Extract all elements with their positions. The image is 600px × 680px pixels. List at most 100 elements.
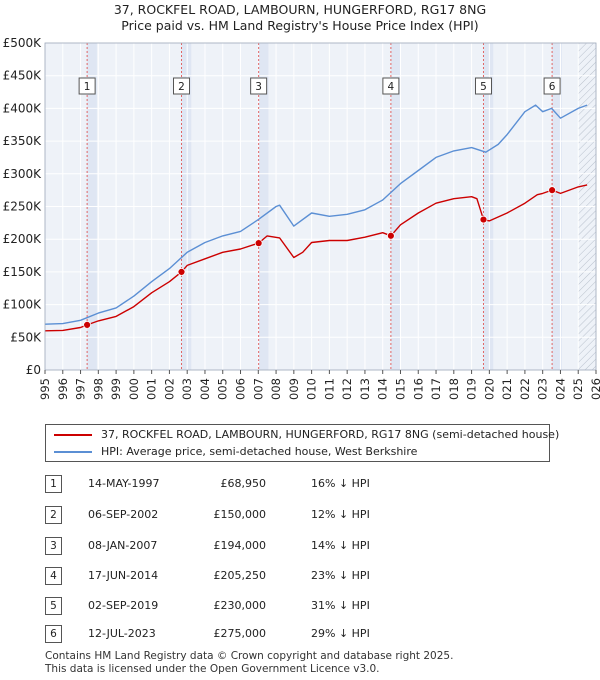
sale-price: £194,000 [213, 539, 267, 552]
sale-date: 17-JUN-2014 [88, 569, 159, 582]
x-tick-label: 2012 [340, 378, 354, 400]
x-tick-label: 2014 [376, 378, 390, 400]
y-tick-label: £150K [3, 265, 43, 279]
sale-label-box [250, 77, 268, 95]
x-tick-label: 2025 [571, 378, 585, 400]
legend-label-hpi: HPI: Average price, semi-detached house,… [101, 445, 418, 458]
x-tick-label: 2006 [234, 378, 248, 400]
sale-label-number: 3 [255, 81, 262, 93]
y-tick-label: £500K [3, 36, 43, 50]
sale-price: £230,000 [213, 599, 267, 612]
sale-label-number: 2 [178, 81, 185, 93]
x-tick-label: 2017 [429, 378, 443, 400]
sale-label-box [543, 77, 561, 95]
sale-price: £205,250 [213, 569, 267, 582]
x-tick-label: 2002 [162, 378, 176, 400]
x-tick-label: 2022 [518, 378, 532, 400]
sale-hpi-delta: 14% ↓ HPI [311, 539, 370, 552]
y-tick-label: £250K [3, 200, 43, 214]
sale-hpi-delta: 16% ↓ HPI [311, 477, 370, 490]
sale-label-box [173, 77, 191, 95]
x-tick-label: 2008 [269, 378, 283, 400]
sale-price: £150,000 [213, 508, 267, 521]
series-line-hpi [44, 104, 588, 325]
y-tick-label: £450K [3, 69, 43, 83]
legend-label-property: 37, ROCKFEL ROAD, LAMBOURN, HUNGERFORD, … [101, 428, 560, 441]
legend: 37, ROCKFEL ROAD, LAMBOURN, HUNGERFORD, … [45, 424, 559, 462]
sale-number: 5 [45, 597, 62, 615]
series-line-property [44, 184, 588, 332]
sale-row: 6 12-JUL-2023 £275,000 29% ↓ HPI [0, 625, 600, 645]
sale-label-number: 5 [480, 81, 487, 93]
x-tick-label: 2001 [145, 378, 159, 400]
sale-number: 2 [45, 506, 62, 524]
x-tick-label: 1997 [74, 378, 88, 400]
sale-row: 5 02-SEP-2019 £230,000 31% ↓ HPI [0, 597, 600, 617]
sale-row: 3 08-JAN-2007 £194,000 14% ↓ HPI [0, 537, 600, 557]
y-tick-label: £100K [3, 298, 43, 312]
sale-date: 02-SEP-2019 [88, 599, 159, 612]
footer-licence: This data is licensed under the Open Gov… [45, 663, 380, 675]
sale-point [479, 215, 488, 224]
x-tick-label: 2018 [447, 378, 461, 400]
y-tick-label: £50K [10, 330, 42, 344]
x-tick-label: 2011 [322, 378, 336, 400]
sale-date: 14-MAY-1997 [88, 477, 160, 490]
sale-label-number: 6 [549, 81, 556, 93]
x-tick-label: 1999 [109, 378, 123, 400]
x-tick-label: 2020 [482, 378, 496, 400]
sale-point [177, 267, 186, 276]
x-tick-label: 2013 [358, 378, 372, 400]
sale-date: 06-SEP-2002 [88, 508, 159, 521]
sale-number: 6 [45, 625, 62, 643]
x-tick-label: 2010 [305, 378, 319, 400]
sale-number: 4 [45, 567, 62, 585]
x-tick-label: 2016 [411, 378, 425, 400]
x-tick-label: 2024 [553, 378, 567, 400]
sale-row: 2 06-SEP-2002 £150,000 12% ↓ HPI [0, 506, 600, 526]
sale-point [83, 321, 92, 329]
legend-swatch-property [54, 434, 92, 436]
sale-label-box [78, 77, 96, 95]
y-tick-label: £350K [3, 134, 43, 148]
sale-point [548, 186, 556, 195]
x-tick-label: 2005 [216, 378, 230, 400]
sale-hpi-delta: 29% ↓ HPI [311, 627, 370, 640]
x-tick-label: 2019 [465, 378, 479, 400]
sale-row: 1 14-MAY-1997 £68,950 16% ↓ HPI [0, 475, 600, 495]
y-tick-label: £300K [3, 167, 43, 181]
footer: Contains HM Land Registry data © Crown c… [45, 650, 453, 676]
price-chart: 1 2 3 4 5 6 £0 £50K £100K £150K £200K £250K £300K £35… [3, 36, 600, 400]
sale-hpi-delta: 31% ↓ HPI [311, 599, 370, 612]
x-tick-label: 1996 [56, 378, 70, 400]
sale-point [254, 239, 263, 248]
chart-title: 37, ROCKFEL ROAD, LAMBOURN, HUNGERFORD, … [113, 2, 487, 17]
sale-label-number: 1 [84, 81, 91, 93]
sale-hpi-delta: 23% ↓ HPI [311, 569, 370, 582]
sale-row: 4 17-JUN-2014 £205,250 23% ↓ HPI [0, 567, 600, 587]
x-tick-label: 2021 [500, 378, 514, 400]
sale-price: £68,950 [220, 477, 267, 490]
chart-subtitle: Price paid vs. HM Land Registry's House … [121, 18, 479, 33]
sale-label-box [474, 77, 492, 95]
x-tick-label: 2004 [198, 378, 212, 400]
x-tick-label: 1998 [91, 378, 105, 400]
sale-price: £275,000 [213, 627, 267, 640]
sale-date: 08-JAN-2007 [88, 539, 158, 552]
x-tick-label: 2015 [393, 378, 407, 400]
sale-date: 12-JUL-2023 [88, 627, 156, 640]
sale-number: 3 [45, 537, 62, 555]
x-tick-label: 1995 [38, 378, 52, 400]
y-tick-label: £0 [26, 363, 41, 377]
x-tick-label: 2023 [536, 378, 550, 400]
x-tick-label: 2009 [287, 378, 301, 400]
y-tick-label: £400K [3, 101, 43, 115]
sale-number: 1 [45, 475, 62, 493]
plot-border [44, 42, 597, 371]
legend-swatch-hpi [54, 451, 92, 453]
x-tick-label: 2000 [127, 378, 141, 400]
x-tick-label: 2003 [180, 378, 194, 400]
y-tick-label: £200K [3, 232, 43, 246]
sale-hpi-delta: 12% ↓ HPI [311, 508, 370, 521]
x-tick-label: 2026 [589, 378, 600, 400]
